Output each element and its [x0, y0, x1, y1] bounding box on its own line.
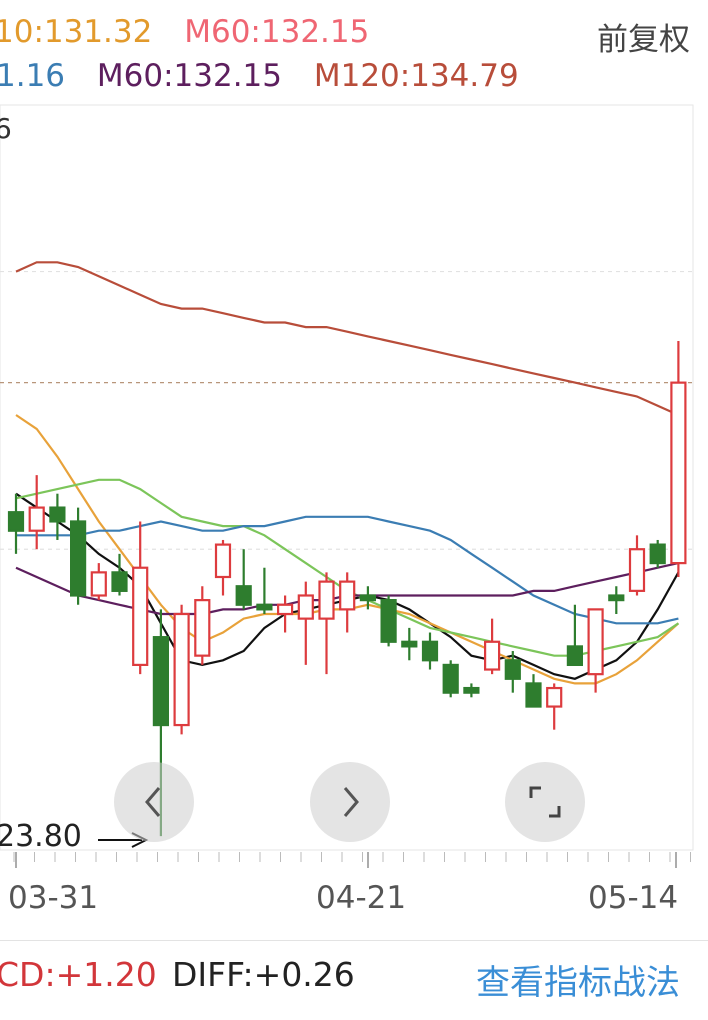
- footer-divider: [0, 940, 708, 941]
- candle-body-11: [235, 585, 252, 606]
- candle-body-10: [214, 543, 232, 579]
- candle-body-29: [608, 594, 625, 602]
- candle-26: [546, 683, 563, 730]
- fullscreen-button[interactable]: [505, 762, 585, 842]
- legend-m60: M60:132.15: [184, 14, 370, 50]
- candle-18: [380, 595, 397, 647]
- candle-body-27: [566, 645, 584, 667]
- candle-4: [90, 563, 107, 601]
- diff-value: DIFF:+0.26: [172, 955, 355, 994]
- candle-25: [525, 674, 542, 708]
- chevron-left-icon: [145, 787, 161, 817]
- candle-body-14: [297, 594, 314, 620]
- candle-16: [339, 572, 356, 633]
- legend-ma30: 1.16: [0, 58, 66, 94]
- candle-12: [256, 567, 273, 615]
- candle-body-6: [132, 566, 149, 667]
- candle-19: [401, 627, 418, 661]
- candle-body-23: [484, 640, 501, 671]
- candle-8: [173, 604, 190, 735]
- candles: [7, 340, 687, 837]
- candle-29: [608, 586, 625, 615]
- candle-body-0: [7, 511, 25, 532]
- candle-body-2: [49, 506, 66, 523]
- candle-body-15: [318, 580, 335, 620]
- legend-ma10: 10:131.32: [0, 14, 153, 50]
- candle-body-7: [152, 636, 169, 727]
- candle-body-8: [173, 612, 190, 727]
- candle-body-12: [256, 603, 273, 611]
- candle-body-18: [380, 599, 397, 643]
- period-low-label: 23.80: [0, 819, 82, 854]
- legend-m120: M120:134.79: [313, 58, 519, 94]
- candle-body-30: [628, 548, 646, 592]
- candle-2: [49, 493, 66, 540]
- candle-3: [69, 507, 87, 605]
- candle-body-26: [546, 686, 563, 708]
- plot-frame: [0, 104, 694, 851]
- x-tick-label-2: 05-14: [588, 880, 678, 916]
- ma-legend-row-1: 10:131.32 M60:132.15: [0, 14, 391, 50]
- candle-body-31: [649, 543, 666, 565]
- candle-body-28: [587, 608, 604, 676]
- candle-23: [484, 618, 501, 675]
- candle-14: [297, 581, 314, 665]
- candle-21: [442, 660, 459, 698]
- prev-button[interactable]: [114, 762, 194, 842]
- macd-value: CD:+1.20: [0, 955, 157, 994]
- candle-body-25: [525, 682, 542, 708]
- indicator-strategy-link[interactable]: 查看指标战法: [476, 963, 680, 1003]
- candle-13: [277, 595, 294, 633]
- candle-20: [421, 632, 439, 670]
- price-adjust-toggle[interactable]: 前复权: [597, 22, 690, 58]
- ma-line-m120: [15, 261, 679, 417]
- candle-32: [670, 340, 687, 577]
- candle-body-4: [90, 571, 107, 597]
- candle-0: [7, 493, 25, 554]
- candle-body-16: [339, 580, 356, 611]
- chevron-right-icon: [343, 787, 359, 817]
- legend-m60-secondary: M60:132.15: [96, 58, 282, 94]
- fullscreen-icon: [529, 786, 561, 818]
- candle-5: [111, 553, 128, 596]
- price-axis-label: 6: [0, 112, 12, 145]
- candle-24: [504, 651, 521, 693]
- candle-27: [566, 604, 584, 667]
- candle-28: [587, 608, 604, 693]
- candle-17: [359, 586, 376, 610]
- candle-31: [649, 539, 666, 568]
- ma-line-m30: [16, 515, 679, 625]
- candle-body-32: [670, 381, 687, 565]
- x-tick-label-1: 04-21: [316, 880, 406, 916]
- x-axis-ticks: [13, 852, 691, 868]
- candlestick-chart[interactable]: 6 23.80 03-31 04-21 05-14: [0, 0, 708, 940]
- candle-body-13: [277, 603, 294, 616]
- candle-15: [318, 572, 335, 675]
- candle-body-17: [359, 594, 376, 602]
- candle-9: [194, 586, 211, 665]
- candle-10: [214, 539, 232, 596]
- next-button[interactable]: [310, 762, 390, 842]
- candle-11: [235, 549, 252, 610]
- candle-22: [463, 683, 480, 698]
- ma-legend-row-2: 1.16 M60:132.15 M120:134.79: [0, 58, 541, 94]
- candle-body-22: [463, 686, 480, 694]
- candle-30: [628, 535, 646, 596]
- candle-body-5: [111, 571, 128, 592]
- candle-body-24: [504, 659, 521, 680]
- candle-body-9: [194, 599, 211, 657]
- candle-6: [132, 521, 149, 675]
- candle-body-20: [421, 640, 439, 662]
- candle-body-3: [69, 520, 87, 597]
- candle-body-19: [401, 640, 418, 648]
- x-tick-label-0: 03-31: [8, 880, 98, 916]
- candle-1: [28, 475, 45, 550]
- candle-body-21: [442, 663, 459, 694]
- candle-body-1: [28, 506, 45, 532]
- chart-grid: [0, 104, 694, 851]
